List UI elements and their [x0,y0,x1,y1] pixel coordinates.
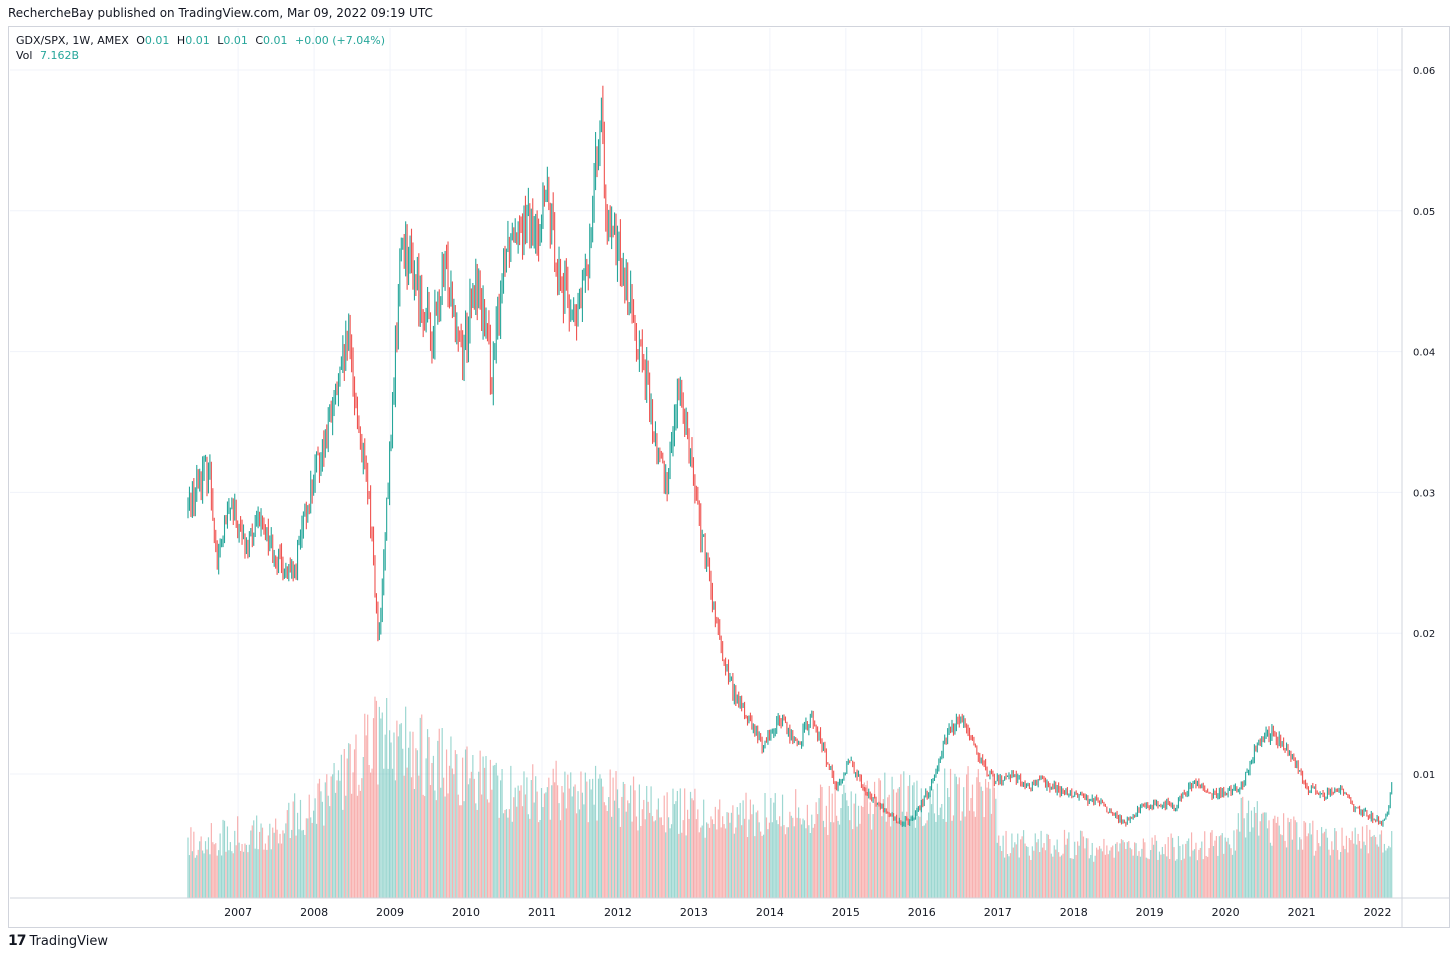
x-tick-label: 2014 [756,906,784,919]
x-tick-label: 2021 [1288,906,1316,919]
low-value: 0.01 [223,34,248,47]
x-tick-label: 2010 [452,906,480,919]
high-value: 0.01 [185,34,210,47]
y-tick-label: 0.05 [1413,207,1435,218]
x-tick-label: 2013 [680,906,708,919]
price-candles [187,85,1393,827]
chart-frame[interactable] [8,26,1450,928]
x-tick-label: 2015 [832,906,860,919]
grid-lines [10,28,1402,898]
y-tick-label: 0.04 [1413,348,1435,359]
open-value: 0.01 [144,34,170,47]
change-value: +0.00 (+7.04%) [295,34,385,47]
x-tick-label: 2009 [376,906,404,919]
x-tick-label: 2008 [300,906,328,919]
symbol-label[interactable]: GDX/SPX, 1W, AMEX [16,34,129,47]
x-tick-label: 2017 [984,906,1012,919]
x-tick-label: 2019 [1136,906,1164,919]
x-tick-label: 2011 [528,906,556,919]
chart-legend: GDX/SPX, 1W, AMEX O0.01 H0.01 L0.01 C0.0… [16,33,385,63]
publish-header: RechercheBay published on TradingView.co… [8,6,433,20]
close-value: 0.01 [263,34,288,47]
x-tick-label: 2016 [908,906,936,919]
tradingview-logo-icon: 𝟭𝟳 [8,933,27,949]
low-label: L [217,34,224,47]
volume-bars [187,696,1393,898]
y-axis: 0.01 0.02 0.03 0.04 0.05 0.06 [1401,28,1435,928]
y-tick-label: 0.03 [1413,488,1435,499]
x-tick-label: 2012 [604,906,632,919]
tradingview-footer[interactable]: 𝟭𝟳 TradingView [8,933,108,949]
tradingview-brand: TradingView [29,933,109,949]
ohlc-row: GDX/SPX, 1W, AMEX O0.01 H0.01 L0.01 C0.0… [16,33,385,48]
vol-label: Vol [16,49,33,62]
vol-value: 7.162B [39,49,80,62]
x-axis: 2007 2008 2009 2010 2011 2012 2013 2014 2015 2016… [10,897,1449,919]
y-tick-label: 0.06 [1413,66,1435,77]
x-tick-label: 2020 [1212,906,1240,919]
y-tick-label: 0.02 [1413,629,1435,640]
close-label: C [255,34,264,47]
open-label: O [136,34,145,47]
x-tick-label: 2007 [224,906,252,919]
volume-row: Vol 7.162B [16,48,385,63]
x-tick-label: 2022 [1364,906,1392,919]
high-label: H [176,34,186,47]
y-tick-label: 0.01 [1413,770,1435,781]
x-tick-label: 2018 [1060,906,1088,919]
